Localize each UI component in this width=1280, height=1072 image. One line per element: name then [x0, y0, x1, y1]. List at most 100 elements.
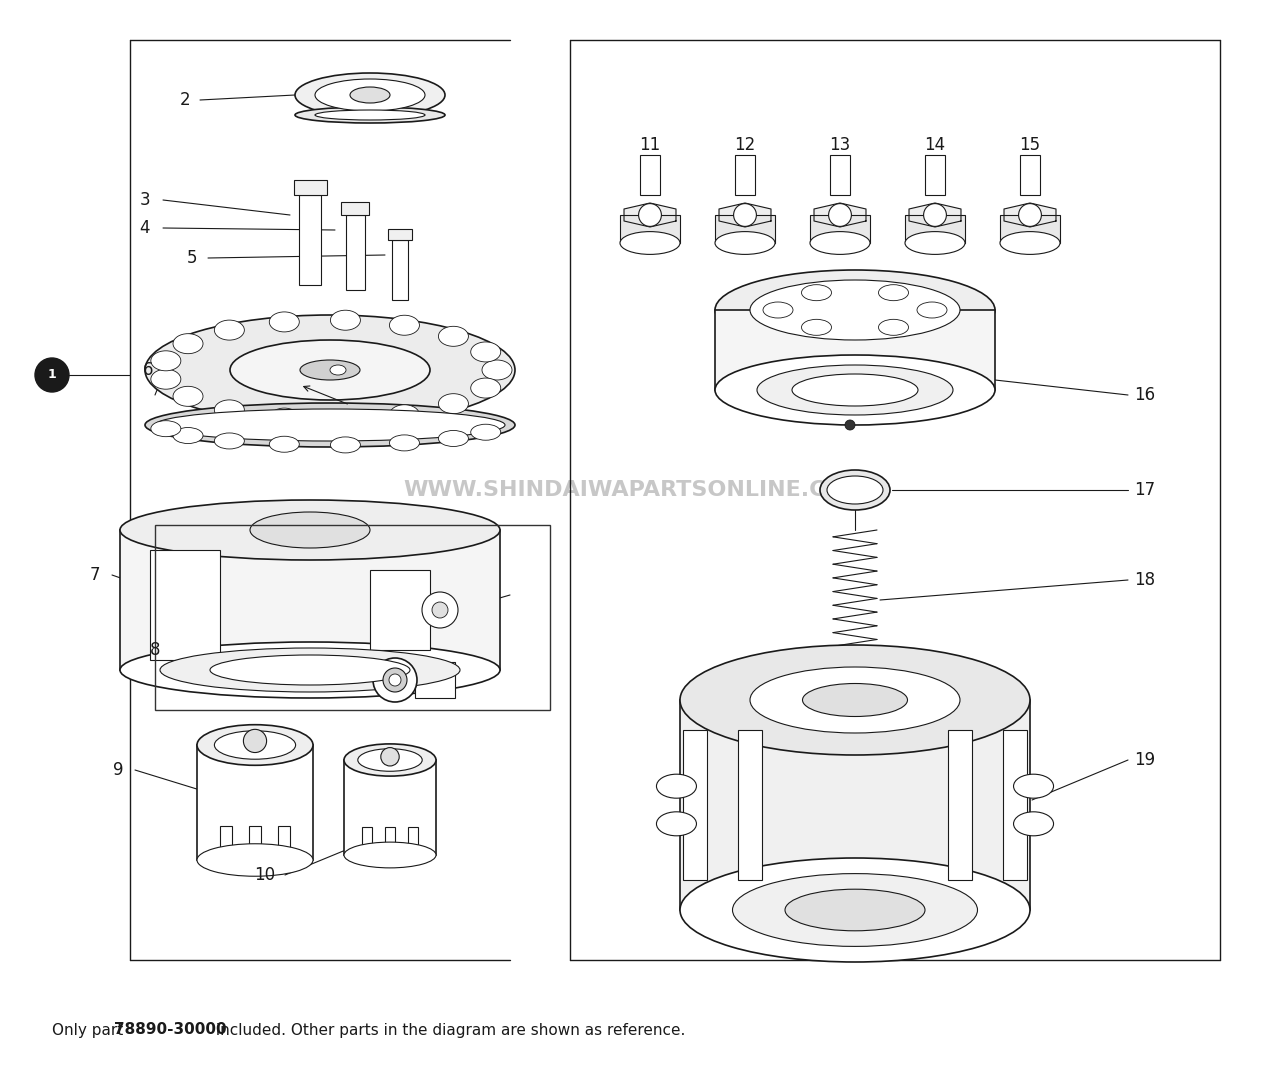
Text: 14: 14	[924, 136, 946, 154]
Bar	[293, 180, 326, 195]
Ellipse shape	[315, 110, 425, 120]
Bar	[340, 202, 369, 215]
Ellipse shape	[389, 435, 420, 451]
Text: WWW.SHINDAIWAPARTSONLINE.COM: WWW.SHINDAIWAPARTSONLINE.COM	[403, 480, 867, 500]
Ellipse shape	[763, 302, 794, 318]
Ellipse shape	[344, 843, 436, 868]
Ellipse shape	[173, 333, 204, 354]
Ellipse shape	[214, 433, 244, 449]
Text: 5: 5	[187, 249, 197, 267]
Ellipse shape	[300, 360, 360, 379]
Bar	[1004, 730, 1027, 880]
Bar	[415, 662, 454, 698]
Ellipse shape	[801, 319, 832, 336]
Text: 2: 2	[179, 91, 191, 109]
Bar	[220, 825, 233, 860]
Ellipse shape	[471, 342, 500, 362]
Text: 16: 16	[1134, 386, 1156, 404]
Bar	[680, 700, 1030, 910]
Bar	[905, 215, 965, 243]
Circle shape	[389, 674, 401, 686]
Bar	[948, 730, 972, 880]
Ellipse shape	[803, 684, 908, 716]
Text: Only part: Only part	[52, 1023, 128, 1038]
Ellipse shape	[173, 428, 204, 444]
Text: 3: 3	[140, 191, 150, 209]
Text: 13: 13	[829, 136, 851, 154]
Ellipse shape	[120, 642, 500, 698]
Ellipse shape	[905, 232, 965, 254]
Ellipse shape	[315, 79, 425, 111]
Ellipse shape	[732, 874, 978, 947]
Text: 12: 12	[735, 136, 755, 154]
Ellipse shape	[250, 512, 370, 548]
Bar	[346, 215, 365, 291]
Ellipse shape	[214, 321, 244, 340]
Circle shape	[639, 204, 662, 226]
Ellipse shape	[349, 87, 390, 103]
Circle shape	[433, 602, 448, 617]
Polygon shape	[1004, 203, 1056, 227]
Ellipse shape	[439, 393, 468, 414]
Ellipse shape	[820, 470, 890, 510]
Ellipse shape	[680, 858, 1030, 962]
Ellipse shape	[483, 360, 512, 379]
Polygon shape	[909, 203, 961, 227]
Ellipse shape	[657, 774, 696, 799]
Circle shape	[845, 420, 855, 430]
Ellipse shape	[801, 285, 832, 300]
Text: 9: 9	[113, 761, 123, 779]
Ellipse shape	[756, 364, 954, 415]
Ellipse shape	[657, 812, 696, 836]
Ellipse shape	[716, 232, 774, 254]
Bar	[155, 525, 550, 710]
Bar	[278, 825, 291, 860]
Ellipse shape	[620, 232, 680, 254]
Ellipse shape	[173, 386, 204, 406]
Ellipse shape	[269, 408, 300, 428]
Text: 4: 4	[140, 219, 150, 237]
Ellipse shape	[680, 645, 1030, 755]
Text: 6: 6	[143, 361, 154, 379]
Text: 7: 7	[90, 566, 100, 584]
Circle shape	[383, 668, 407, 693]
Ellipse shape	[230, 340, 430, 400]
Bar	[716, 310, 995, 390]
Ellipse shape	[151, 420, 180, 436]
Bar	[925, 155, 945, 195]
Ellipse shape	[151, 369, 180, 389]
Ellipse shape	[716, 270, 995, 349]
Ellipse shape	[120, 500, 500, 560]
Text: 10: 10	[255, 866, 275, 884]
Ellipse shape	[878, 319, 909, 336]
Ellipse shape	[269, 312, 300, 332]
Ellipse shape	[1014, 774, 1053, 799]
Polygon shape	[719, 203, 771, 227]
Text: included. Other parts in the diagram are shown as reference.: included. Other parts in the diagram are…	[211, 1023, 685, 1038]
Bar	[1000, 215, 1060, 243]
Ellipse shape	[750, 667, 960, 733]
Ellipse shape	[294, 107, 445, 123]
Ellipse shape	[389, 315, 420, 336]
Bar	[362, 827, 372, 855]
Circle shape	[372, 658, 417, 702]
Ellipse shape	[358, 748, 422, 771]
Ellipse shape	[145, 315, 515, 425]
Ellipse shape	[916, 302, 947, 318]
Ellipse shape	[716, 355, 995, 425]
Bar	[620, 215, 680, 243]
Bar	[344, 760, 436, 855]
Ellipse shape	[330, 310, 361, 330]
Ellipse shape	[344, 744, 436, 776]
Text: 11: 11	[640, 136, 660, 154]
Ellipse shape	[160, 647, 460, 693]
Circle shape	[1019, 204, 1042, 226]
Bar	[248, 825, 261, 860]
Bar	[640, 155, 660, 195]
Ellipse shape	[197, 725, 314, 765]
Ellipse shape	[330, 437, 361, 452]
Ellipse shape	[471, 378, 500, 398]
Ellipse shape	[1014, 812, 1053, 836]
Bar	[735, 155, 755, 195]
Ellipse shape	[471, 425, 500, 441]
